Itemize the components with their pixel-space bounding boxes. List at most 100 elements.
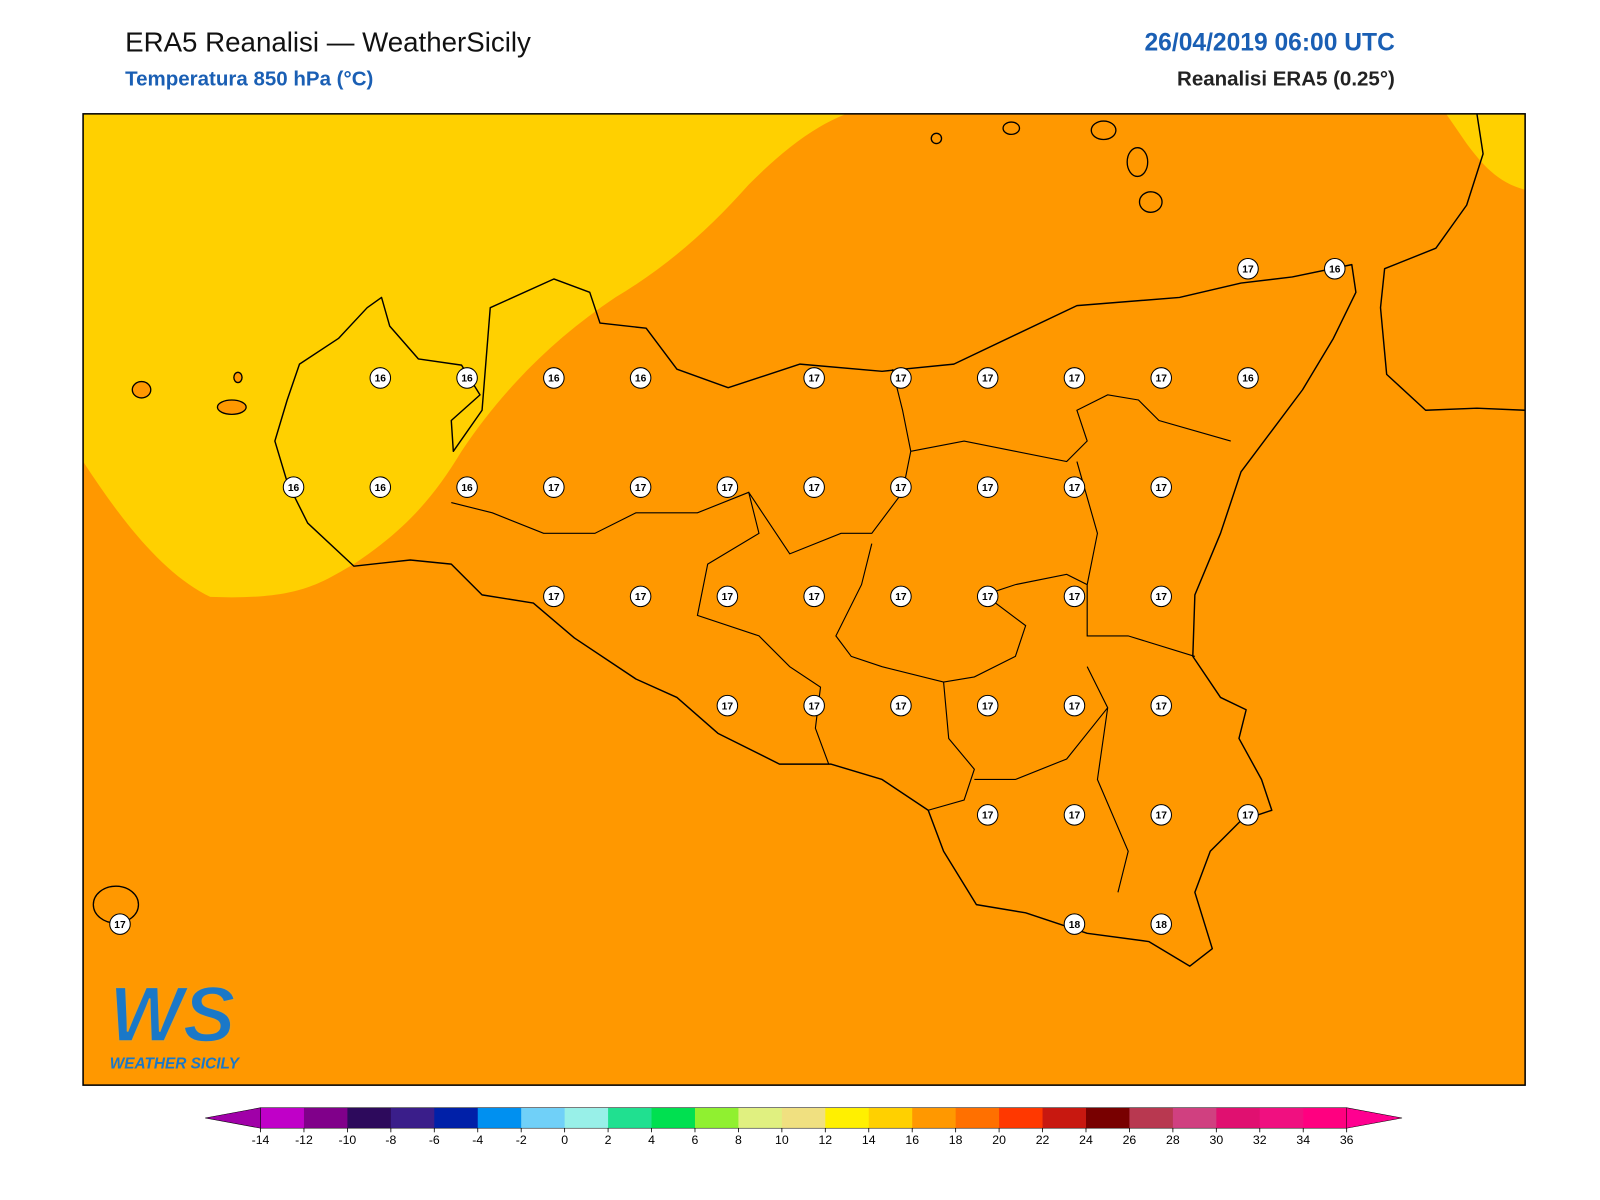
value-label: 17 [808,701,820,712]
value-label: 17 [722,483,734,494]
colorbar-tick-label: 20 [992,1133,1006,1147]
value-marker [456,476,478,498]
colorbar-tick-label: 8 [735,1133,742,1147]
value-marker [716,694,739,717]
colorbar-tick-label: 30 [1209,1133,1223,1147]
value-marker [456,367,478,389]
title: ERA5 Reanalisi — WeatherSicily [125,26,531,57]
value-label: 17 [982,592,994,603]
value-marker [1063,804,1086,826]
value-marker [803,585,825,608]
colorbar-segment [912,1107,957,1129]
value-label: 16 [288,483,300,494]
value-label: 17 [895,374,907,385]
value-marker [282,476,305,498]
value-label: 17 [635,592,647,603]
colorbar-segment [564,1107,609,1129]
value-label: 16 [461,374,473,385]
value-marker [976,367,999,389]
value-label: 17 [808,592,820,603]
value-marker [1150,585,1172,608]
province-border [451,369,1231,893]
value-marker [1237,367,1259,389]
value-marker [803,476,825,498]
value-label: 16 [1329,264,1341,275]
value-marker [629,585,652,608]
calabria-coast [1379,113,1526,411]
value-marker [109,913,131,935]
colorbar-tick-label: -12 [295,1133,313,1147]
value-label: 17 [1242,264,1254,275]
colorbar-segment [521,1107,566,1129]
value-label: 17 [1156,374,1168,385]
colorbar-tick-label: -4 [472,1133,483,1147]
value-marker [1063,585,1086,608]
value-marker [976,694,999,717]
colorbar-tick-label: -2 [516,1133,527,1147]
value-marker [1237,804,1259,826]
source: Reanalisi ERA5 (0.25°) [1177,67,1395,90]
colorbar-under [205,1107,261,1129]
value-label: 17 [722,592,734,603]
colorbar-segment [1129,1107,1174,1129]
colorbar-segment [781,1107,826,1129]
value-label: 17 [114,920,126,931]
colorbar-segment [1172,1107,1217,1129]
value-marker [1150,367,1172,389]
colorbar: -14 -12 -10 -8 -6 -4 -2 0 2 4 6 8 10 12 14 16 18 20 22 24 26… [205,1107,1403,1147]
value-label: 17 [1069,811,1081,822]
colorbar-tick-label: 0 [561,1133,568,1147]
colorbar-segment [1216,1107,1261,1129]
value-marker [1063,367,1086,389]
value-label: 17 [982,374,994,385]
value-label: 17 [1242,811,1254,822]
colorbar-segment [1085,1107,1130,1129]
value-label: 17 [982,483,994,494]
colorbar-tick-label: -14 [252,1133,270,1147]
colorbar-tick-label: -6 [429,1133,440,1147]
colorbar-segment [825,1107,870,1129]
value-label: 17 [1156,483,1168,494]
value-label: 17 [895,701,907,712]
colorbar-tick-label: 4 [648,1133,655,1147]
field-14-16 [1446,113,1526,190]
colorbar-tick-label: -10 [339,1133,357,1147]
logo-name: WEATHER SICILY [110,1056,241,1073]
value-label: 16 [375,483,387,494]
value-marker [1063,913,1086,935]
logo: WS WEATHER SICILY [109,969,241,1073]
colorbar-segment [1042,1107,1087,1129]
colorbar-tick-label: 36 [1340,1133,1354,1147]
value-marker [890,585,912,608]
value-label: 16 [461,483,473,494]
value-label: 17 [548,592,560,603]
logo-mark: WS [110,970,236,1058]
colorbar-segment [955,1107,1000,1129]
value-label: 17 [808,374,820,385]
value-label: 17 [808,483,820,494]
value-label: 18 [1069,920,1081,931]
value-marker [976,585,999,608]
colorbar-segment [390,1107,435,1129]
colorbar-tick-label: 18 [949,1133,963,1147]
value-marker [1324,257,1346,280]
colorbar-segment [260,1107,305,1129]
colorbar-segment [1259,1107,1304,1129]
value-marker [1150,913,1172,935]
colorbar-frame [260,1107,1347,1129]
subtitle: Temperatura 850 hPa (°C) [125,67,373,90]
value-marker [1150,694,1172,717]
value-marker [716,476,739,498]
value-label: 17 [1069,701,1081,712]
value-label: 17 [895,592,907,603]
value-marker [890,367,912,389]
colorbar-segment [347,1107,392,1129]
value-marker [543,367,565,389]
colorbar-segment [1303,1107,1348,1129]
colorbar-tick-label: 34 [1296,1133,1310,1147]
colorbar-segment [608,1107,653,1129]
colorbar-tick-label: 12 [818,1133,832,1147]
value-labels: 17 16 16 16 16 16 17 17 17 17 17 16 16 16 16 17 17 17 17 17… [109,257,1346,935]
value-marker [890,694,912,717]
value-label: 17 [1069,483,1081,494]
